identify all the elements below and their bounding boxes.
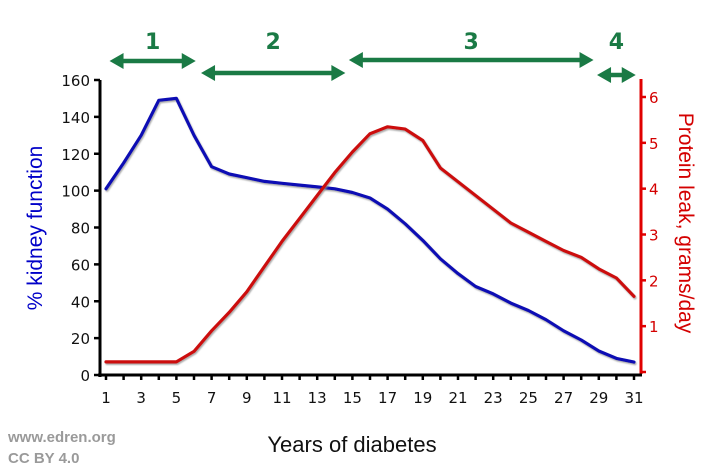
x-tick-label: 29: [589, 389, 608, 407]
x-tick-label: 5: [172, 389, 182, 407]
arrowhead-left-icon: [348, 52, 363, 68]
stage-4-annotation: 4: [597, 30, 636, 83]
left-tick-label: 100: [61, 183, 90, 201]
stage-label: 2: [266, 30, 281, 55]
credit-license: CC BY 4.0: [8, 450, 80, 467]
right-tick-label: 3: [649, 227, 659, 245]
left-tick-label: 60: [71, 256, 90, 274]
arrowhead-right-icon: [181, 53, 196, 69]
left-tick-label: 160: [61, 72, 90, 90]
arrowhead-left-icon: [201, 65, 216, 81]
right-y-axis: 1 2 3 4 5 6: [639, 79, 659, 374]
x-tick-label: 17: [378, 389, 397, 407]
x-tick-label: 3: [136, 389, 146, 407]
x-tick-label: 23: [484, 389, 503, 407]
x-tick-label: 7: [207, 389, 217, 407]
left-tick-label: 20: [71, 330, 90, 348]
x-tick-label: 27: [554, 389, 573, 407]
stage-label: 4: [609, 30, 624, 55]
left-tick-label: 140: [61, 109, 90, 127]
arrowhead-right-icon: [331, 65, 346, 81]
arrowhead-right-icon: [621, 67, 636, 83]
credit-site: www.edren.org: [8, 429, 116, 446]
stage-3-annotation: 3: [348, 30, 594, 68]
y-axis-label-right: Protein leak, grams/day: [674, 113, 697, 334]
protein-leak-line: [104, 125, 636, 364]
left-tick-label: 80: [71, 220, 90, 238]
x-tick-label: 11: [272, 389, 291, 407]
right-tick-label: 4: [649, 181, 659, 199]
stage-annotations: 1 2 3 4: [109, 30, 636, 83]
x-axis: 1 3 5 7 9 11 13 15 17 19 21 23 25 27 29 31: [98, 373, 644, 407]
right-tick-label: 5: [649, 135, 659, 153]
stage-label: 1: [145, 30, 160, 55]
left-y-axis: 0 20 40 60 80 100 120 140 160: [61, 72, 102, 385]
x-tick-label: 25: [519, 389, 538, 407]
kidney-function-line: [104, 96, 636, 364]
x-tick-label: 9: [242, 389, 252, 407]
left-tick-label: 0: [80, 367, 90, 385]
right-tick-label: 2: [649, 272, 659, 290]
left-tick-label: 40: [71, 293, 90, 311]
stage-1-annotation: 1: [109, 30, 196, 69]
arrowhead-left-icon: [597, 67, 612, 83]
series-group: [104, 96, 636, 364]
stage-2-annotation: 2: [201, 30, 346, 81]
x-axis-label: Years of diabetes: [267, 432, 436, 457]
arrowhead-right-icon: [579, 52, 594, 68]
x-tick-label: 21: [448, 389, 467, 407]
left-tick-label: 120: [61, 146, 90, 164]
x-tick-label: 19: [413, 389, 432, 407]
x-tick-label: 31: [624, 389, 643, 407]
right-tick-label: 1: [649, 318, 659, 336]
x-tick-label: 13: [308, 389, 327, 407]
x-tick-label: 1: [101, 389, 111, 407]
arrowhead-left-icon: [109, 53, 124, 69]
y-axis-label-left: % kidney function: [24, 146, 47, 311]
x-tick-label: 15: [343, 389, 362, 407]
right-tick-label: 6: [649, 89, 659, 107]
stage-label: 3: [464, 30, 479, 55]
